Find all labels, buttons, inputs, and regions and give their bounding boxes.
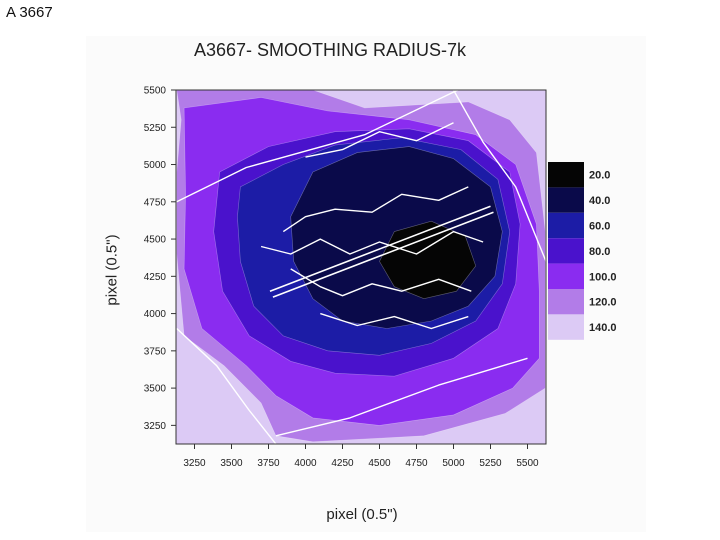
overlay-contour (320, 312, 469, 330)
chart-title: A3667- SMOOTHING RADIUS-7k (193, 40, 467, 60)
legend-label: 40.0 (589, 195, 610, 207)
y-tick-label: 5000 (144, 160, 167, 171)
overlay-contour (305, 122, 454, 158)
y-tick-label: 4500 (144, 235, 167, 246)
legend-label: 80.0 (589, 246, 610, 258)
y-tick-label: 4000 (144, 309, 167, 320)
x-tick-label: 5250 (479, 458, 502, 469)
contour-regions (176, 90, 546, 444)
x-tick-label: 4500 (368, 458, 391, 469)
legend-label: 100.0 (589, 271, 617, 283)
overlay-contour (452, 90, 546, 262)
legend-swatch (548, 162, 584, 188)
overlay-contour (176, 327, 277, 444)
y-tick-label: 4250 (144, 272, 167, 283)
y-tick-label: 5500 (144, 86, 167, 97)
legend-label: 120.0 (589, 297, 617, 309)
overlay-line (269, 205, 491, 292)
x-tick-label: 5000 (442, 458, 465, 469)
x-axis-label: pixel (0.5") (326, 506, 398, 523)
y-tick-label: 4750 (144, 197, 167, 208)
legend-label: 140.0 (589, 322, 617, 334)
y-axis: 3250 3500 3750 4000 4250 4500 4750 5000 5250 5500 (144, 86, 176, 432)
legend-swatch (548, 314, 584, 340)
x-tick-label: 4250 (331, 458, 354, 469)
y-tick-label: 3500 (144, 384, 167, 395)
overlay-contour (176, 90, 459, 203)
legend-label: 60.0 (589, 221, 610, 233)
overlay-contour (290, 268, 472, 297)
x-tick-label: 3250 (183, 458, 206, 469)
overlay-contour (260, 230, 484, 255)
overlay-contour (282, 186, 469, 233)
legend-swatch (548, 187, 584, 213)
overlay-contours (176, 90, 546, 444)
legend-swatch (548, 238, 584, 264)
x-tick-label: 4000 (294, 458, 317, 469)
overlay-contour (275, 357, 528, 437)
x-tick-label: 3750 (257, 458, 280, 469)
x-tick-label: 3500 (220, 458, 243, 469)
x-axis: 3250 3500 3750 4000 4250 4500 4750 5000 5250 5500 (183, 444, 539, 469)
legend-swatch (548, 289, 584, 315)
y-tick-label: 3250 (144, 421, 167, 432)
overlay-line (272, 211, 494, 298)
color-legend: 20.0 40.0 60.0 80.0 100.0 120.0 140.0 (548, 162, 617, 340)
slide-title: A 3667 (6, 4, 53, 21)
x-tick-label: 4750 (405, 458, 428, 469)
legend-label: 20.0 (589, 170, 610, 182)
x-tick-label: 5500 (516, 458, 539, 469)
legend-swatch (548, 263, 584, 289)
y-tick-label: 5250 (144, 123, 167, 134)
plot-frame (175, 89, 547, 445)
y-tick-label: 3750 (144, 346, 167, 357)
legend-swatch (548, 212, 584, 239)
